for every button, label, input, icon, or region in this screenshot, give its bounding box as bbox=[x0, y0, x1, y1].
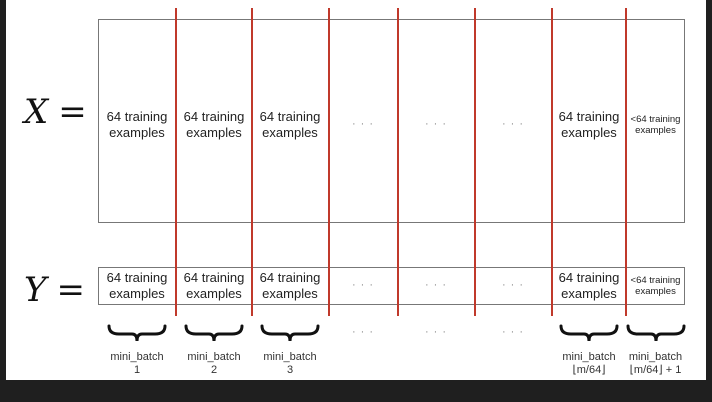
x-matrix-box bbox=[98, 19, 685, 223]
y-matrix-label: Y = bbox=[24, 270, 85, 310]
mini-batch-label-2: mini_batch 2 bbox=[174, 351, 254, 377]
divider-line-4 bbox=[397, 8, 399, 316]
mini-batch-name: mini_batch bbox=[628, 351, 683, 363]
divider-line-3 bbox=[328, 8, 330, 316]
y-row-cell-5: · · · bbox=[424, 279, 448, 292]
y-row-cell-6: · · · bbox=[501, 279, 525, 292]
x-matrix-label: X = bbox=[24, 92, 87, 132]
y-row-cell-1: 64 training examples bbox=[106, 269, 168, 301]
divider-line-7 bbox=[625, 8, 627, 316]
mini-batch-label-1: mini_batch 1 bbox=[97, 351, 177, 377]
brace-icon-8 bbox=[626, 323, 686, 343]
brace-icon-7 bbox=[559, 323, 619, 343]
mini-batch-index: 1 bbox=[133, 364, 141, 377]
y-row-cell-3: 64 training examples bbox=[259, 269, 321, 301]
x-row-cell-1: 64 training examples bbox=[106, 108, 168, 140]
divider-line-5 bbox=[474, 8, 476, 316]
brace-ellipsis-6: · · · bbox=[501, 326, 525, 338]
mini-batch-index: ⌊m/64⌋ + 1 bbox=[629, 364, 682, 377]
mini-batch-name: mini_batch bbox=[187, 351, 241, 363]
x-symbol: X bbox=[24, 92, 49, 132]
divider-line-6 bbox=[551, 8, 553, 316]
y-row-cell-2: 64 training examples bbox=[183, 269, 245, 301]
mini-batch-index: ⌊m/64⌋ bbox=[572, 364, 606, 377]
diagram-canvas: X = Y = 64 training examples 64 training ex… bbox=[6, 0, 706, 380]
divider-line-1 bbox=[175, 8, 177, 316]
mini-batch-index: 3 bbox=[286, 364, 294, 377]
brace-ellipsis-4: · · · bbox=[351, 326, 375, 338]
x-equals-sign: = bbox=[58, 92, 87, 132]
x-row-cell-8: <64 training examples bbox=[630, 113, 681, 136]
y-row-cell-4: · · · bbox=[351, 279, 375, 292]
mini-batch-index: 2 bbox=[210, 364, 218, 377]
divider-line-2 bbox=[251, 8, 253, 316]
x-row-cell-4: · · · bbox=[351, 118, 375, 131]
y-matrix-box bbox=[98, 267, 685, 305]
x-row-cell-3: 64 training examples bbox=[259, 108, 321, 140]
y-equals-sign: = bbox=[56, 270, 85, 310]
x-row-cell-2: 64 training examples bbox=[183, 108, 245, 140]
mini-batch-name: mini_batch bbox=[110, 351, 164, 363]
brace-icon-3 bbox=[260, 323, 320, 343]
y-row-cell-8: <64 training examples bbox=[630, 274, 681, 297]
x-row-cell-7: 64 training examples bbox=[558, 108, 620, 140]
brace-ellipsis-5: · · · bbox=[424, 326, 448, 338]
mini-batch-name: mini_batch bbox=[263, 351, 317, 363]
x-row-cell-5: · · · bbox=[424, 118, 448, 131]
mini-batch-label-8: mini_batch ⌊m/64⌋ + 1 bbox=[616, 351, 696, 377]
x-row-cell-6: · · · bbox=[501, 118, 525, 131]
mini-batch-label-3: mini_batch 3 bbox=[250, 351, 330, 377]
y-symbol: Y bbox=[24, 270, 47, 310]
mini-batch-label-7: mini_batch ⌊m/64⌋ bbox=[549, 351, 629, 377]
brace-icon-2 bbox=[184, 323, 244, 343]
mini-batch-name: mini_batch bbox=[562, 351, 616, 363]
y-row-cell-7: 64 training examples bbox=[558, 269, 620, 301]
brace-icon-1 bbox=[107, 323, 167, 343]
